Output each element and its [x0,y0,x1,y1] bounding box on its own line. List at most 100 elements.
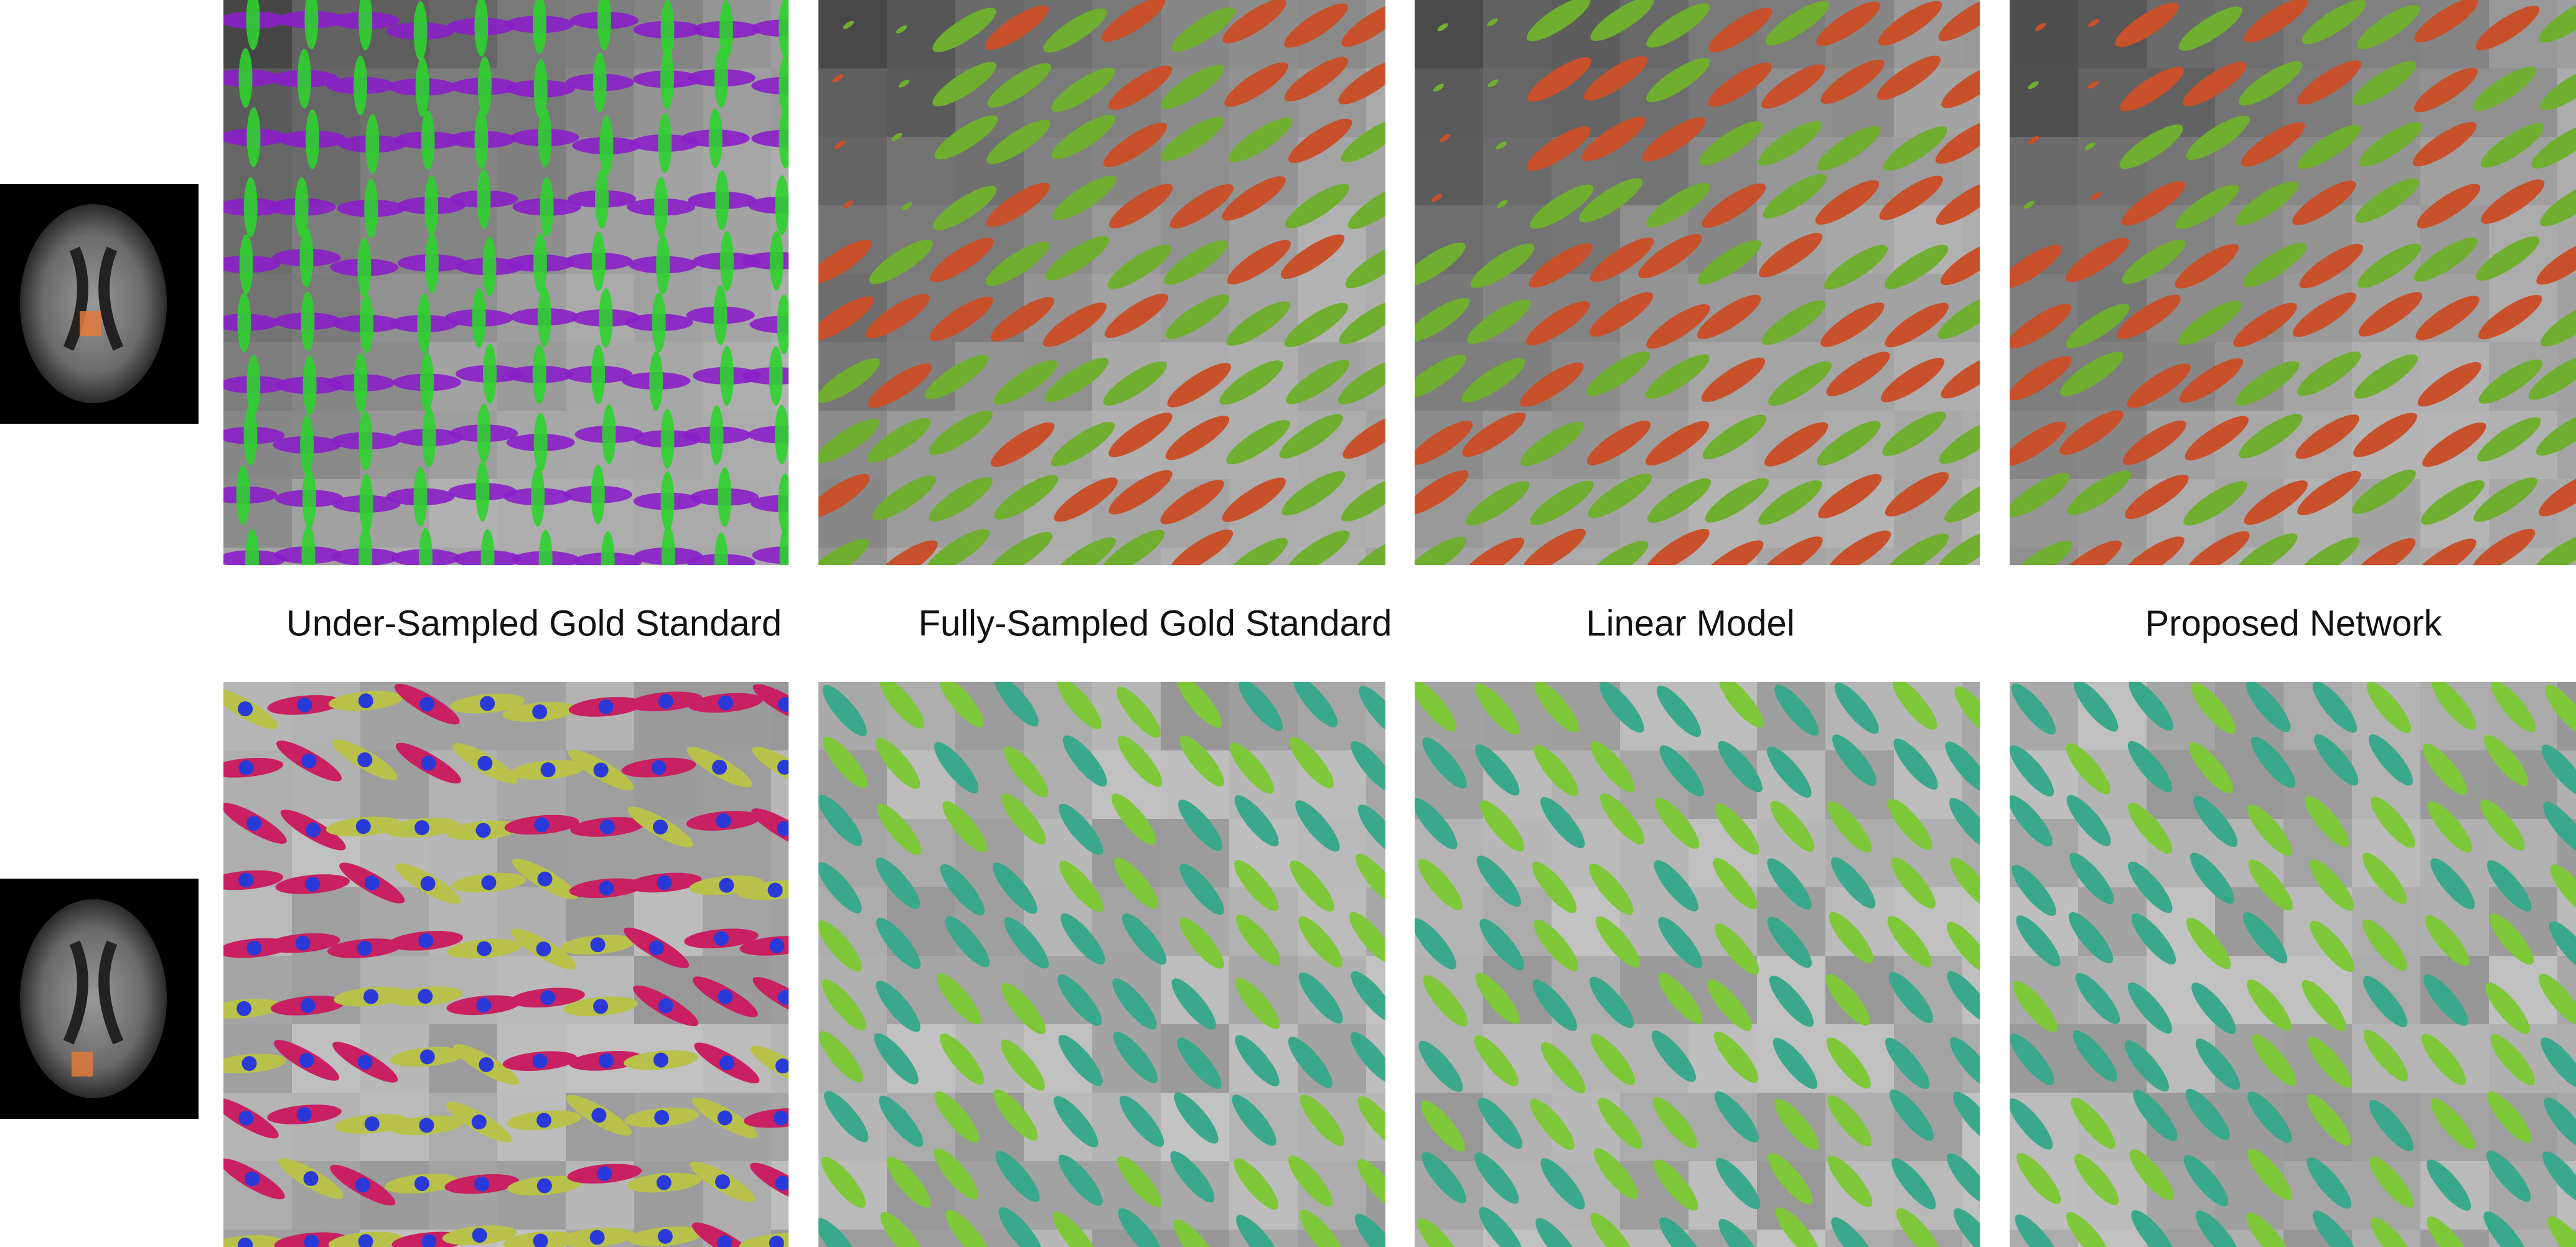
glyph [2186,917,2231,969]
glyph [471,1114,487,1130]
glyph [821,1157,866,1208]
glyph [1234,1158,1278,1210]
glyph [1475,683,1520,735]
glyph [2028,136,2040,144]
glyph [649,940,664,956]
glyph [1114,857,1159,909]
glyph [1653,1097,1698,1149]
voxel [2010,137,2078,205]
glyph [419,1118,434,1133]
glyph [901,202,912,210]
glyph [419,696,435,712]
glyph [2090,192,2102,200]
glyph [594,169,609,229]
glyph [988,531,1052,565]
glyph [357,752,373,768]
glyph [472,287,486,348]
glyph [357,941,372,956]
glyph [778,697,789,712]
glyph [985,5,1049,50]
glyph [1831,1217,1876,1247]
glyph [2115,2,2179,47]
glyph [1229,742,1275,794]
glyph [1415,242,1466,287]
glyph [421,755,436,771]
glyph [658,694,673,709]
glyph [2191,683,2236,734]
glyph [2127,982,2173,1034]
glyph [477,56,492,116]
glyph [769,1235,784,1247]
glyph [246,940,262,956]
glyph [932,7,996,52]
glyph [1164,240,1228,285]
glyph [418,933,434,948]
glyph [2292,292,2357,337]
glyph [2540,182,2576,227]
glyph [1891,1158,1936,1210]
glyph [538,108,552,168]
glyph [1357,1096,1385,1147]
glyph [2354,354,2418,399]
glyph [832,74,843,83]
glyph [360,294,374,354]
glyph [1415,297,1470,343]
voxel [429,1161,497,1230]
glyph [1226,301,1290,346]
glyph [1350,1032,1385,1083]
glyph [2430,1098,2475,1150]
glyph [2247,1149,2292,1200]
glyph [775,404,789,465]
glyph [421,110,435,170]
panel-label: Linear Model [1586,603,1794,643]
glyph [2353,413,2417,457]
glyph [1279,414,1343,459]
glyph [1937,529,1980,565]
glyph [2307,1037,2353,1088]
glyph [1170,1151,1215,1203]
glyph [1888,972,1934,1024]
glyph [299,227,314,287]
glyph [1227,240,1291,285]
glyph [1161,64,1225,110]
glyph [296,1107,312,1123]
glyph [2183,1155,2229,1207]
glyph [1885,245,1949,289]
glyph [1057,974,1102,1026]
glyph [2414,0,2478,43]
glyph [651,760,667,775]
voxel [497,0,566,68]
roi-box [72,1052,93,1077]
glyph [1224,538,1288,565]
glyph [1496,141,1507,150]
glyph [842,200,854,208]
glyph [601,531,615,565]
glyph [1235,978,1280,1029]
glyph [2539,472,2576,516]
glyph [536,941,551,957]
glyph [593,762,609,778]
glyph [986,182,1050,227]
glyph [1284,302,1349,347]
glyph [1284,57,1349,102]
glyph [1697,294,1761,339]
glyph [1707,979,1752,1031]
glyph [654,177,668,237]
glyph [1702,183,1766,228]
glyph [718,695,733,711]
glyph [769,938,785,953]
glyph [874,1033,919,1085]
glyph [775,1058,789,1074]
glyph [474,0,489,57]
glyph [1497,200,1508,208]
glyph [1285,184,1349,228]
voxel [634,1161,703,1230]
glyph [1765,1,1830,45]
glyph [1534,745,1578,796]
glyph [985,241,1050,286]
glyph [2178,301,2242,345]
glyph [990,422,1055,467]
glyph [2358,122,2423,167]
glyph [2012,864,2056,916]
